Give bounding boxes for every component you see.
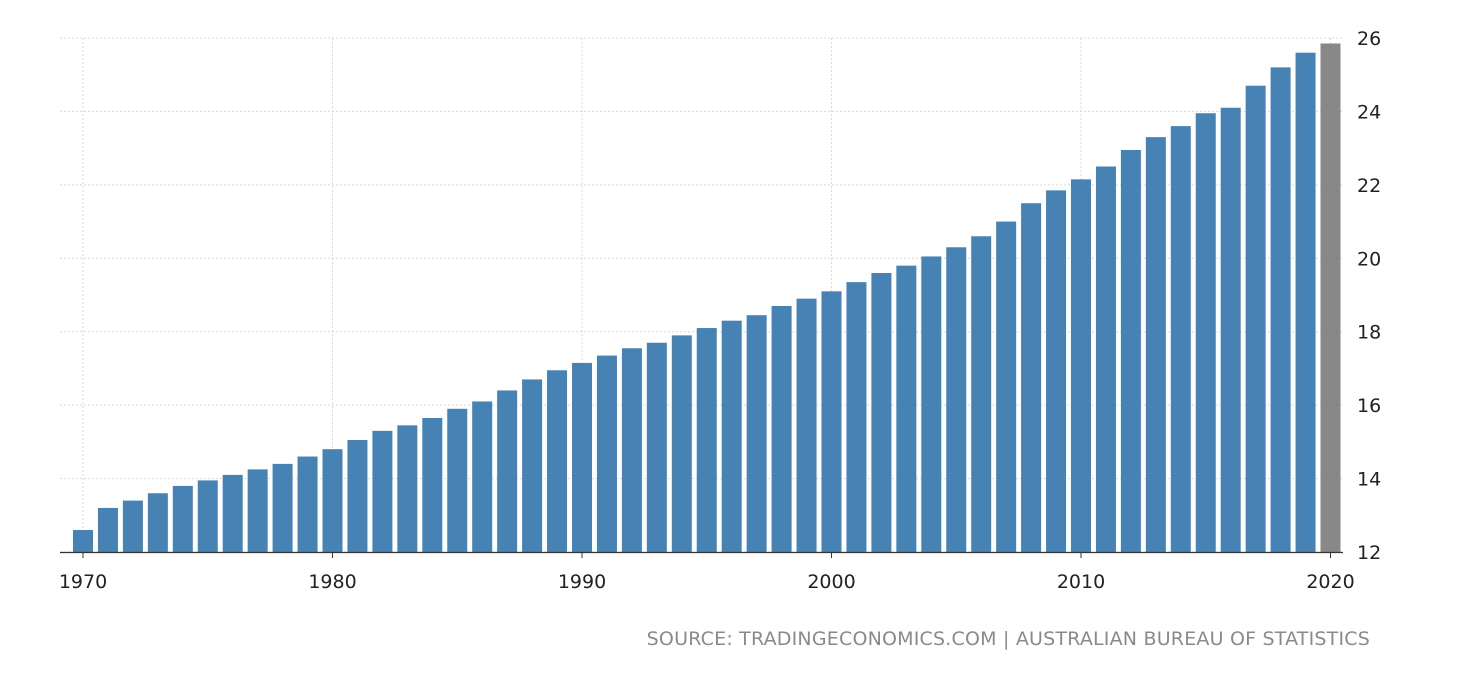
bar [1220, 107, 1241, 552]
bar [1320, 43, 1341, 552]
bar [771, 306, 792, 552]
bar [497, 390, 518, 552]
x-tick-label: 1970 [59, 571, 107, 593]
x-tick-label: 2000 [807, 571, 855, 593]
bar [472, 401, 493, 552]
bar [197, 480, 218, 552]
bar [422, 417, 443, 552]
bar [896, 265, 917, 552]
bar [97, 507, 118, 552]
bar [746, 315, 767, 552]
bar [572, 362, 592, 552]
bar [1071, 179, 1091, 552]
axes: 12 14 16 18 20 22 24 26 1970 1980 1990 2000 2010 2020 [59, 28, 1381, 593]
y-tick-label: 14 [1357, 469, 1381, 491]
bar [122, 500, 143, 552]
bar [147, 493, 168, 552]
bar [1021, 203, 1042, 552]
bar [671, 335, 692, 552]
y-tick-label: 16 [1357, 395, 1381, 417]
bar [646, 342, 667, 552]
bar [921, 256, 942, 552]
bar [1095, 166, 1116, 552]
bar [996, 221, 1017, 553]
bar [1195, 113, 1216, 552]
bar [1145, 137, 1166, 552]
bar [522, 379, 543, 552]
bar [796, 298, 817, 552]
y-tick-label: 26 [1357, 28, 1381, 50]
x-tick-label: 2010 [1057, 571, 1105, 593]
bar [272, 463, 293, 552]
bar [322, 449, 343, 552]
bar [946, 247, 967, 552]
bar [721, 320, 742, 552]
y-tick-label: 12 [1357, 542, 1381, 564]
bar [372, 430, 393, 552]
y-tick-label: 18 [1357, 322, 1381, 344]
bar [247, 469, 268, 552]
bar [846, 282, 867, 552]
y-tick-label: 22 [1357, 175, 1381, 197]
y-tick-label: 20 [1357, 248, 1381, 270]
bar [1046, 190, 1067, 552]
bar [172, 485, 193, 552]
bar [297, 456, 318, 552]
x-tick-label: 1990 [558, 571, 606, 593]
bar [596, 355, 617, 552]
y-tick-label: 24 [1357, 101, 1381, 123]
bar [222, 474, 243, 552]
bar [347, 440, 368, 552]
bar [621, 348, 642, 552]
bar [821, 291, 842, 552]
bar [1270, 67, 1291, 552]
bar [971, 236, 992, 552]
bar [397, 425, 418, 552]
bar [1245, 85, 1266, 552]
source-caption: SOURCE: TRADINGECONOMICS.COM | AUSTRALIA… [646, 628, 1370, 650]
bar [1295, 52, 1316, 552]
bar [1120, 149, 1141, 552]
bars [73, 43, 1341, 553]
bar [1170, 126, 1191, 552]
bar [547, 370, 568, 552]
bar [73, 529, 93, 552]
bar [447, 408, 468, 552]
x-tick-label: 1980 [308, 571, 356, 593]
bar [871, 272, 892, 552]
x-tick-label: 2020 [1306, 571, 1354, 593]
bar [696, 328, 717, 552]
